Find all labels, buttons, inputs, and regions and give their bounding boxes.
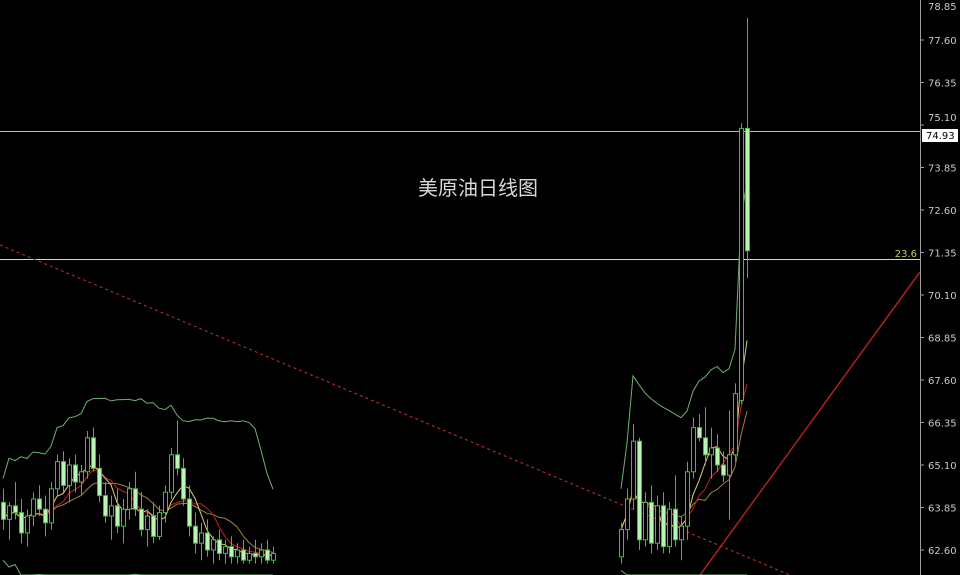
candle-body: [109, 505, 114, 517]
bollinger-lower: [2, 559, 273, 575]
bollinger-upper: [620, 180, 748, 489]
axis-tick-label: 66.35: [928, 419, 957, 430]
candle-body: [139, 508, 144, 531]
axis-tick-label: 71.35: [928, 249, 957, 260]
candle-body: [637, 440, 642, 541]
candle-body: [199, 532, 204, 544]
axis-tick-label: 62.60: [928, 546, 957, 557]
candle-body: [703, 437, 708, 456]
axis-tick-label: 65.10: [928, 461, 957, 472]
candle-body: [235, 549, 240, 558]
candle-body: [727, 454, 732, 476]
candle-body: [625, 498, 630, 531]
candle-body: [91, 437, 96, 469]
candle-body: [127, 488, 132, 510]
candle-body: [265, 549, 270, 561]
axis-tick-label: 73.85: [928, 164, 957, 175]
candle-body: [271, 552, 276, 561]
candle-body: [721, 464, 726, 476]
candle-body: [181, 467, 186, 500]
candle-body: [619, 529, 624, 558]
candle-body: [43, 508, 48, 524]
candle-body: [739, 127, 744, 401]
candle-body: [73, 464, 78, 483]
candle-body: [649, 501, 654, 544]
candle-body: [121, 508, 126, 527]
candle-body: [37, 498, 42, 510]
axis-tick-label: 76.35: [928, 79, 957, 90]
candle-body: [223, 546, 228, 554]
candle-body: [655, 505, 660, 544]
bollinger-lower: [620, 570, 747, 575]
candle-body: [211, 539, 216, 551]
candle-body: [691, 427, 696, 473]
candle-body: [697, 427, 702, 439]
candle-body: [103, 495, 108, 517]
candle-body: [1, 501, 6, 520]
axis-tick-label: 67.60: [928, 376, 957, 387]
candle-body: [229, 546, 234, 558]
candle-body: [733, 393, 738, 456]
candle-body: [745, 127, 750, 252]
candle-body: [13, 505, 18, 514]
candle-body: [61, 461, 66, 486]
candle-body: [685, 471, 690, 527]
candle-body: [247, 552, 252, 561]
candle-body: [97, 467, 102, 497]
candle-body: [145, 515, 150, 531]
candle-body: [25, 515, 30, 534]
candle-body: [169, 454, 174, 493]
candle-body: [205, 532, 210, 551]
chart-title: 美原油日线图: [418, 176, 538, 200]
candle-body: [241, 549, 246, 561]
candle-body: [157, 512, 162, 537]
candle-body: [85, 437, 90, 473]
candle-body: [643, 501, 648, 541]
fib-level-label: 23.6: [895, 249, 917, 260]
candle-body: [79, 471, 84, 483]
candle-body: [55, 461, 60, 490]
candle-body: [7, 505, 12, 520]
candle-body: [679, 525, 684, 541]
candle-body: [673, 508, 678, 541]
axis-tick-label: 77.60: [928, 36, 957, 47]
candle-body: [715, 447, 720, 466]
candle-body: [19, 512, 24, 534]
candle-body: [49, 488, 54, 524]
candle-body: [151, 515, 156, 537]
axis-tick-label: 68.85: [928, 334, 957, 345]
candle-body: [193, 525, 198, 544]
candle-body: [187, 498, 192, 527]
candle-body: [709, 447, 714, 456]
solid-trendline: [699, 271, 921, 575]
candle-body: [217, 539, 222, 554]
candle-body: [667, 508, 672, 548]
candle-body: [259, 549, 264, 558]
candle-body: [253, 552, 258, 558]
candle-body: [661, 505, 666, 548]
axis-tick-label: 75.10: [928, 113, 957, 124]
candle-body: [163, 491, 168, 514]
axis-tick-label: 72.60: [928, 206, 957, 217]
bollinger-upper: [2, 397, 274, 490]
candle-body: [31, 498, 36, 517]
candle-body: [115, 505, 120, 527]
current-price-label: 74.93: [926, 131, 955, 142]
axis-tick-label: 63.85: [928, 504, 957, 515]
candle-body: [67, 464, 72, 486]
price-axis: 78.85 77.60 76.35 75.10 73.85 72.60 71.35 70.10…: [920, 2, 957, 557]
axis-tick-label: 70.10: [928, 291, 957, 302]
current-price-tag: [922, 129, 958, 142]
candle-body: [133, 488, 138, 510]
candle-body: [175, 454, 180, 469]
candle-body: [631, 440, 636, 500]
candles: [1, 17, 750, 564]
axis-tick-label: 78.85: [928, 2, 957, 13]
dashed-trendline: [0, 244, 791, 575]
